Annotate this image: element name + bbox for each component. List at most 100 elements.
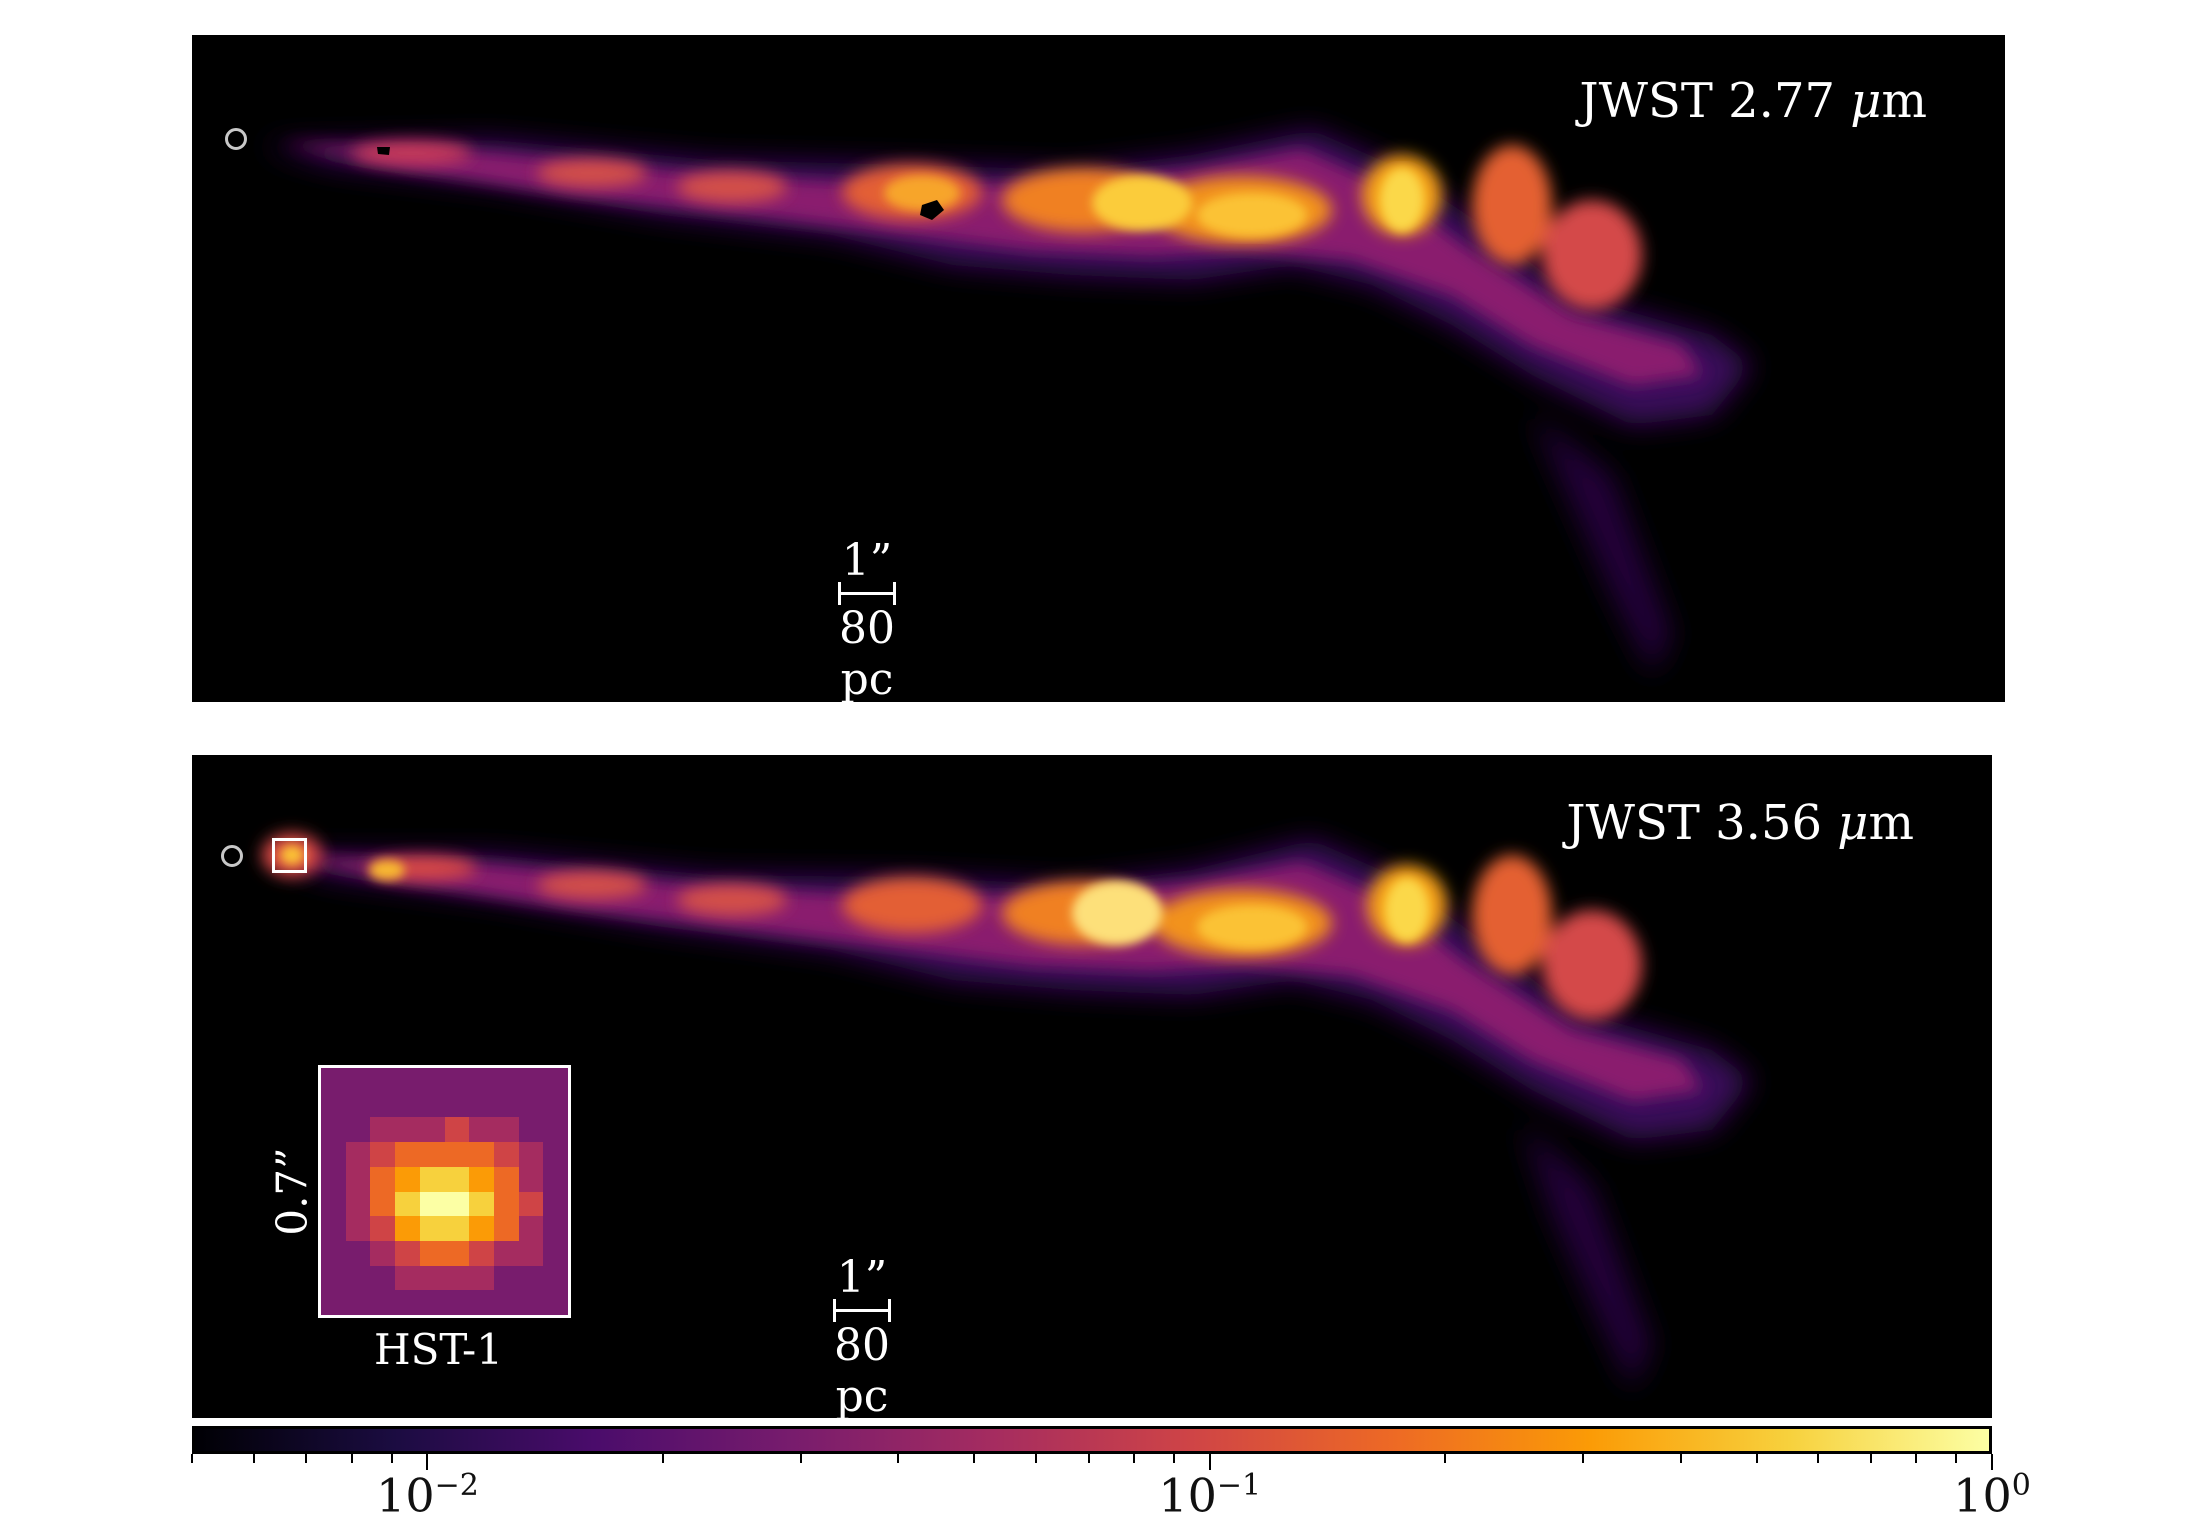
scalebar-line — [833, 1299, 891, 1322]
colorbar-minor-tick — [661, 1454, 664, 1463]
inset-pixel — [345, 1240, 371, 1266]
colorbar-minor-tick — [1581, 1454, 1584, 1463]
inset-pixel — [543, 1240, 568, 1266]
inset-pixel — [345, 1216, 371, 1241]
inset-pixel — [543, 1216, 568, 1241]
colorbar-minor-tick — [1132, 1454, 1135, 1463]
inset-pixel — [345, 1166, 371, 1192]
inset-pixel — [395, 1142, 420, 1167]
inset-pixel — [444, 1092, 470, 1118]
colorbar-tick-label: 10−2 — [376, 1468, 479, 1523]
inset-pixel — [493, 1142, 519, 1167]
inset-pixel — [419, 1142, 445, 1167]
colorbar-minor-tick — [1087, 1454, 1090, 1463]
inset-pixel — [493, 1092, 519, 1118]
inset-pixel — [543, 1068, 568, 1093]
inset-pixel — [370, 1290, 396, 1315]
inset-pixel — [493, 1216, 519, 1241]
colorbar — [192, 1426, 1992, 1454]
inset-pixel — [395, 1166, 420, 1192]
inset-pixel — [518, 1068, 544, 1093]
scalebar-distance: 80 pc — [839, 603, 895, 702]
inset-pixel — [321, 1216, 346, 1241]
panel-jwst-356: JWST 3.56 μm 0.7” HST-1 1” 80 pc — [192, 755, 1992, 1418]
inset-pixel — [493, 1265, 519, 1291]
scalebar-angle: 1” — [841, 535, 893, 586]
colorbar-minor-tick — [1817, 1454, 1820, 1463]
inset-pixel — [469, 1265, 494, 1291]
colorbar-minor-tick — [1755, 1454, 1758, 1463]
inset-pixel — [395, 1068, 420, 1093]
inset-pixel — [419, 1240, 445, 1266]
inset-pixel — [370, 1240, 396, 1266]
inset-pixel — [370, 1191, 396, 1217]
inset-pixel — [321, 1265, 346, 1291]
colorbar-minor-tick — [191, 1454, 193, 1463]
colorbar-tick-label: 10−1 — [1158, 1468, 1262, 1523]
inset-pixel — [395, 1265, 420, 1291]
inset-pixel — [469, 1240, 494, 1266]
inset-pixel — [419, 1191, 445, 1217]
inset-pixel — [444, 1142, 470, 1167]
inset-pixel — [518, 1166, 544, 1192]
colorbar-minor-tick — [252, 1454, 255, 1463]
scalebar-356: 1” 80 pc — [802, 1252, 922, 1418]
inset-pixel — [518, 1092, 544, 1118]
colorbar-minor-tick — [350, 1454, 353, 1463]
inset-pixel — [419, 1092, 445, 1118]
colorbar-minor-tick — [1869, 1454, 1872, 1463]
scalebar-line — [838, 582, 896, 605]
inset-pixel — [419, 1265, 445, 1291]
inset-pixel — [543, 1117, 568, 1143]
inset-pixel — [419, 1290, 445, 1315]
inset-pixel — [395, 1290, 420, 1315]
scalebar-distance: 80 pc — [834, 1320, 890, 1418]
inset-pixel — [543, 1166, 568, 1192]
colorbar-minor-tick — [1915, 1454, 1918, 1463]
inset-pixel — [370, 1068, 396, 1093]
inset-pixel — [419, 1068, 445, 1093]
colorbar-minor-tick — [1172, 1454, 1175, 1463]
inset-pixel — [469, 1166, 494, 1192]
inset-pixel — [345, 1092, 371, 1118]
inset-pixel — [345, 1117, 371, 1143]
inset-pixel — [345, 1142, 371, 1167]
inset-pixel — [444, 1216, 470, 1241]
inset-pixel — [518, 1142, 544, 1167]
inset-pixel — [543, 1290, 568, 1315]
inset-pixel — [321, 1068, 346, 1093]
inset-pixel — [518, 1216, 544, 1241]
inset-pixel — [321, 1142, 346, 1167]
inset-pixel — [518, 1240, 544, 1266]
inset-pixel — [469, 1216, 494, 1241]
inset-pixel — [444, 1265, 470, 1291]
inset-pixel — [518, 1265, 544, 1291]
scalebar-angle: 1” — [836, 1252, 888, 1303]
inset-pixel — [370, 1265, 396, 1291]
inset-pixel — [543, 1191, 568, 1217]
inset-pixel — [493, 1068, 519, 1093]
inset-pixel — [395, 1240, 420, 1266]
inset-pixel — [493, 1240, 519, 1266]
hst1-selection-box — [272, 838, 307, 873]
hst1-inset-image — [318, 1065, 571, 1318]
inset-pixel — [493, 1191, 519, 1217]
inset-pixel — [321, 1117, 346, 1143]
inset-pixel — [419, 1216, 445, 1241]
jet-image-356 — [262, 833, 1752, 1390]
inset-pixel — [543, 1092, 568, 1118]
inset-pixel — [469, 1142, 494, 1167]
inset-pixel — [469, 1068, 494, 1093]
panel-label-356: JWST 3.56 μm — [1566, 795, 1914, 851]
colorbar-major-tick — [1208, 1454, 1211, 1470]
inset-pixel — [345, 1265, 371, 1291]
inset-pixel — [444, 1290, 470, 1315]
inset-pixel — [493, 1166, 519, 1192]
inset-pixel — [419, 1166, 445, 1192]
inset-pixel — [419, 1117, 445, 1143]
inset-pixel — [395, 1092, 420, 1118]
inset-pixel — [370, 1142, 396, 1167]
inset-pixel — [370, 1166, 396, 1192]
inset-pixel — [444, 1117, 470, 1143]
inset-pixel — [493, 1117, 519, 1143]
